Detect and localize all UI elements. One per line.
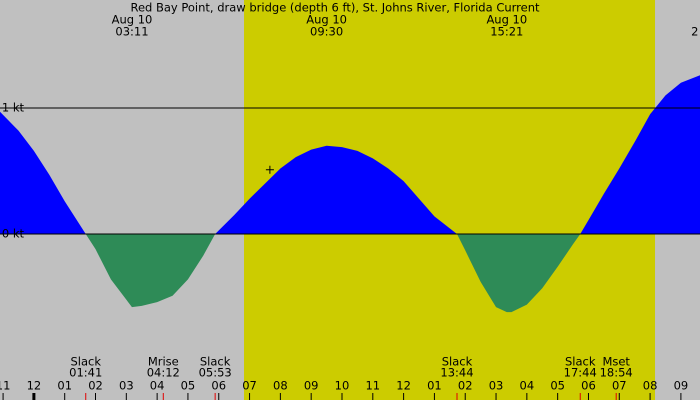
x-tick-label: 02 bbox=[458, 379, 473, 393]
extreme-date: Aug 10 bbox=[486, 13, 527, 27]
y-tick-label: 1 kt bbox=[2, 101, 25, 115]
x-tick-label: 06 bbox=[581, 379, 596, 393]
flood-area bbox=[0, 75, 700, 235]
extreme-time: 09:30 bbox=[310, 25, 343, 39]
x-tick-label: 03 bbox=[119, 379, 134, 393]
extreme-time: 15:21 bbox=[490, 25, 523, 39]
extreme-time: 2 bbox=[691, 25, 698, 39]
event-time: 04:12 bbox=[147, 366, 180, 380]
event-time: 01:41 bbox=[69, 366, 102, 380]
extreme-time: 03:11 bbox=[115, 25, 148, 39]
ebb-area bbox=[85, 234, 581, 313]
extreme-date: Aug 10 bbox=[306, 13, 347, 27]
event-time: 18:54 bbox=[600, 366, 633, 380]
x-tick-label: 05 bbox=[181, 379, 196, 393]
x-tick-label: 10 bbox=[335, 379, 350, 393]
event-time: 17:44 bbox=[564, 366, 597, 380]
event-name: Slack bbox=[70, 355, 101, 369]
current-marker bbox=[265, 165, 274, 174]
x-tick-label: 02 bbox=[88, 379, 103, 393]
x-tick-label: 01 bbox=[427, 379, 442, 393]
event-time: 05:53 bbox=[199, 366, 232, 380]
x-tick-label: 08 bbox=[273, 379, 288, 393]
y-tick-label: 0 kt bbox=[2, 227, 25, 241]
event-name: Slack bbox=[200, 355, 231, 369]
event-name: Slack bbox=[565, 355, 596, 369]
x-tick-label: 01 bbox=[57, 379, 72, 393]
event-time: 13:44 bbox=[440, 366, 473, 380]
x-tick-label: 07 bbox=[612, 379, 627, 393]
extreme-date: Aug 10 bbox=[112, 13, 153, 27]
x-tick-label: 04 bbox=[520, 379, 535, 393]
event-name: Mrise bbox=[148, 355, 179, 369]
x-tick-label: 08 bbox=[643, 379, 658, 393]
x-tick-label: 12 bbox=[27, 379, 42, 393]
x-tick-label: 04 bbox=[150, 379, 165, 393]
x-tick-label: 05 bbox=[550, 379, 565, 393]
x-tick-label: 12 bbox=[396, 379, 411, 393]
x-tick-label: 11 bbox=[0, 379, 10, 393]
x-tick-label: 09 bbox=[674, 379, 689, 393]
x-tick-label: 09 bbox=[304, 379, 319, 393]
x-tick-label: 07 bbox=[242, 379, 257, 393]
chart-title: Red Bay Point, draw bridge (depth 6 ft),… bbox=[130, 1, 540, 15]
event-name: Mset bbox=[602, 355, 630, 369]
x-tick-label: 03 bbox=[489, 379, 504, 393]
event-name: Slack bbox=[442, 355, 473, 369]
x-tick-label: 06 bbox=[211, 379, 226, 393]
x-tick-label: 11 bbox=[365, 379, 380, 393]
